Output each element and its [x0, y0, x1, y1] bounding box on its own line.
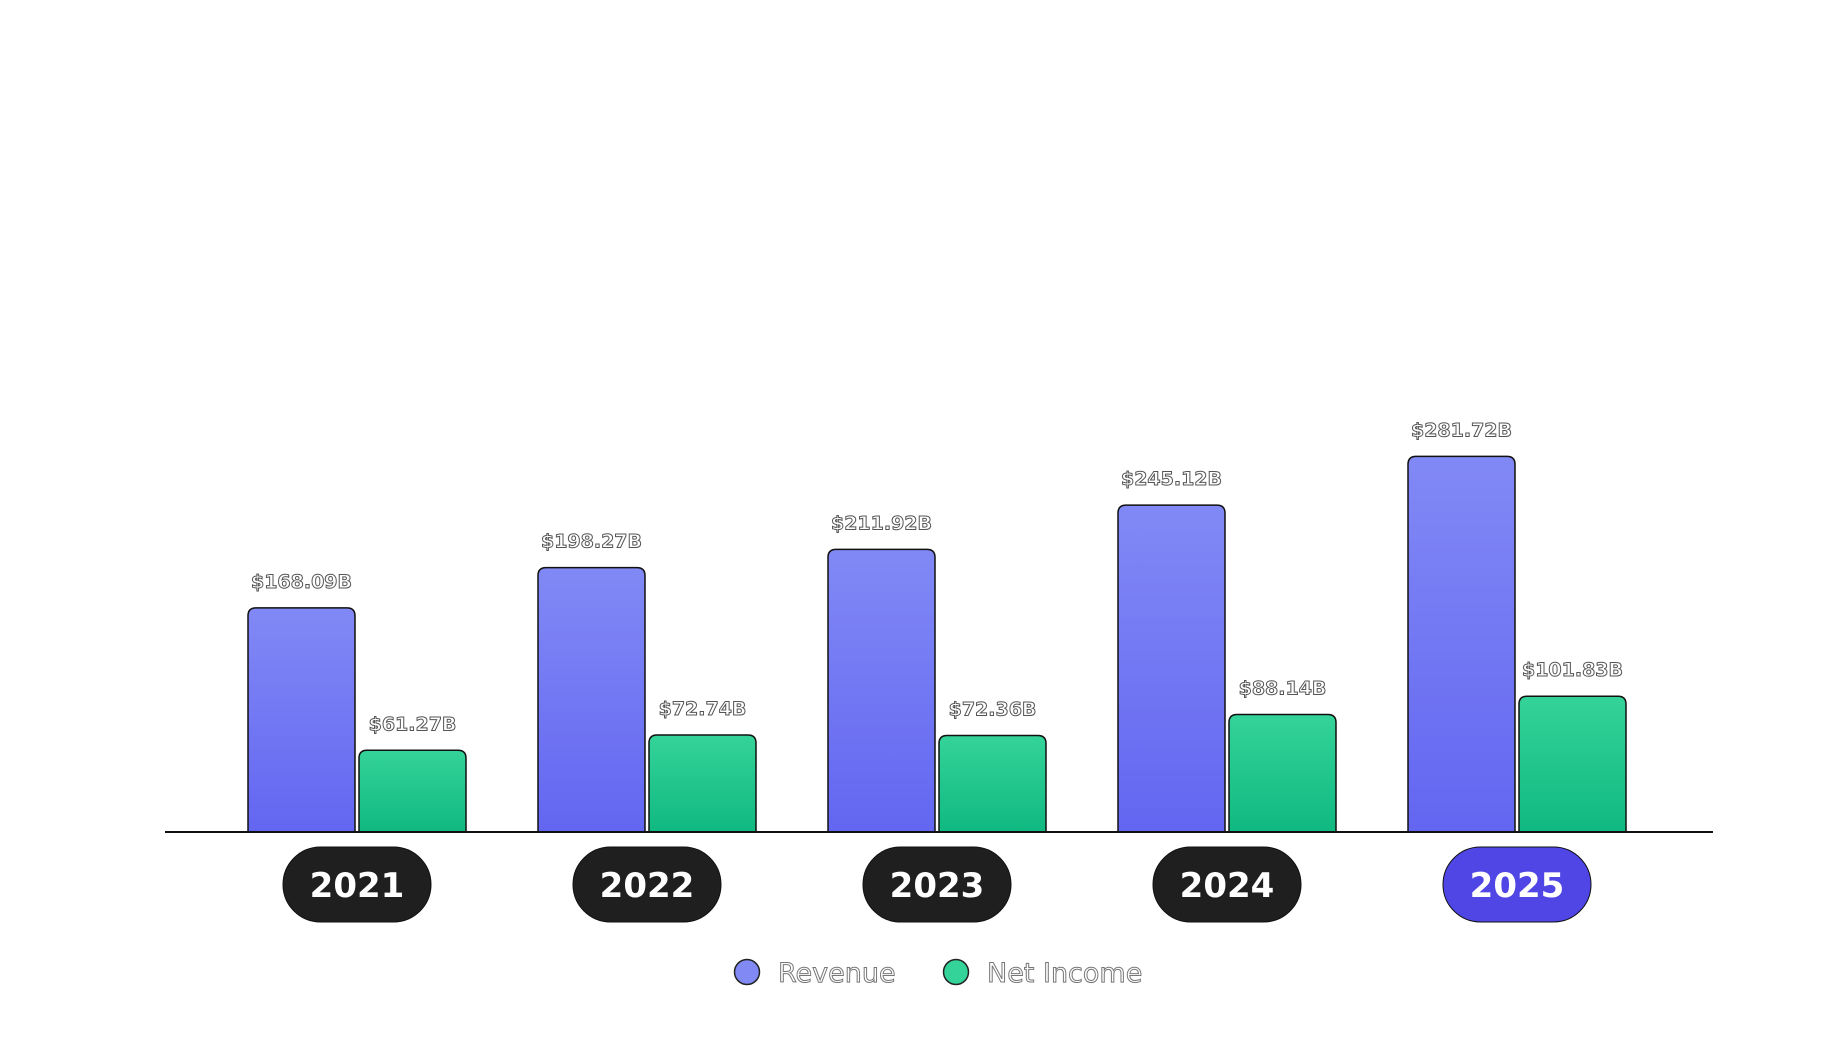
- year-pill-2021: [282, 846, 432, 923]
- year-pill-2023: [862, 846, 1012, 923]
- legend: Revenue Net Income: [733, 958, 1143, 990]
- year-pill-2025: [1442, 846, 1592, 923]
- value-label-revenue-2025: $281.72B: [1411, 419, 1512, 441]
- year-pill-2024: [1152, 846, 1302, 923]
- bar-revenue-2025: [1407, 455, 1516, 833]
- value-label-revenue-2021: $168.09B: [251, 571, 352, 593]
- year-pill-2022: [572, 846, 722, 923]
- tick-label-2023: 2023: [890, 866, 985, 906]
- bar-net-income-2022: [648, 734, 757, 833]
- value-label-revenue-2022: $198.27B: [541, 531, 642, 553]
- value-label-net-income-2023: $72.36B: [949, 699, 1037, 721]
- tick-label-2021: 2021: [310, 866, 405, 906]
- bar-net-income-2023: [938, 734, 1047, 833]
- legend-swatch-revenue: [733, 958, 761, 986]
- bar-revenue-2021: [247, 607, 356, 833]
- value-label-net-income-2021: $61.27B: [369, 713, 457, 735]
- legend-swatch-net-income: [942, 958, 970, 986]
- tick-label-2022: 2022: [600, 866, 695, 906]
- value-label-net-income-2025: $101.83B: [1522, 659, 1623, 681]
- legend-label-net-income: Net Income: [987, 958, 1142, 989]
- value-label-revenue-2023: $211.92B: [831, 512, 932, 534]
- bar-net-income-2021: [358, 749, 467, 833]
- legend-label-revenue: Revenue: [778, 958, 896, 989]
- value-label-net-income-2024: $88.14B: [1239, 677, 1327, 699]
- category-pills-group: 2021 2022 2023 2024 2025: [282, 846, 1592, 923]
- bar-revenue-2024: [1117, 504, 1226, 833]
- bar-revenue-2023: [827, 548, 936, 833]
- bar-net-income-2024: [1228, 713, 1337, 833]
- value-label-net-income-2022: $72.74B: [659, 698, 747, 720]
- tick-label-2025: 2025: [1470, 866, 1565, 906]
- bars-group: $168.09B $61.27B $198.27B $72.74B $211.92B $7…: [247, 419, 1627, 833]
- value-label-revenue-2024: $245.12B: [1121, 468, 1222, 490]
- tick-label-2024: 2024: [1180, 866, 1275, 906]
- bar-net-income-2025: [1518, 695, 1627, 833]
- bar-revenue-2022: [537, 566, 646, 833]
